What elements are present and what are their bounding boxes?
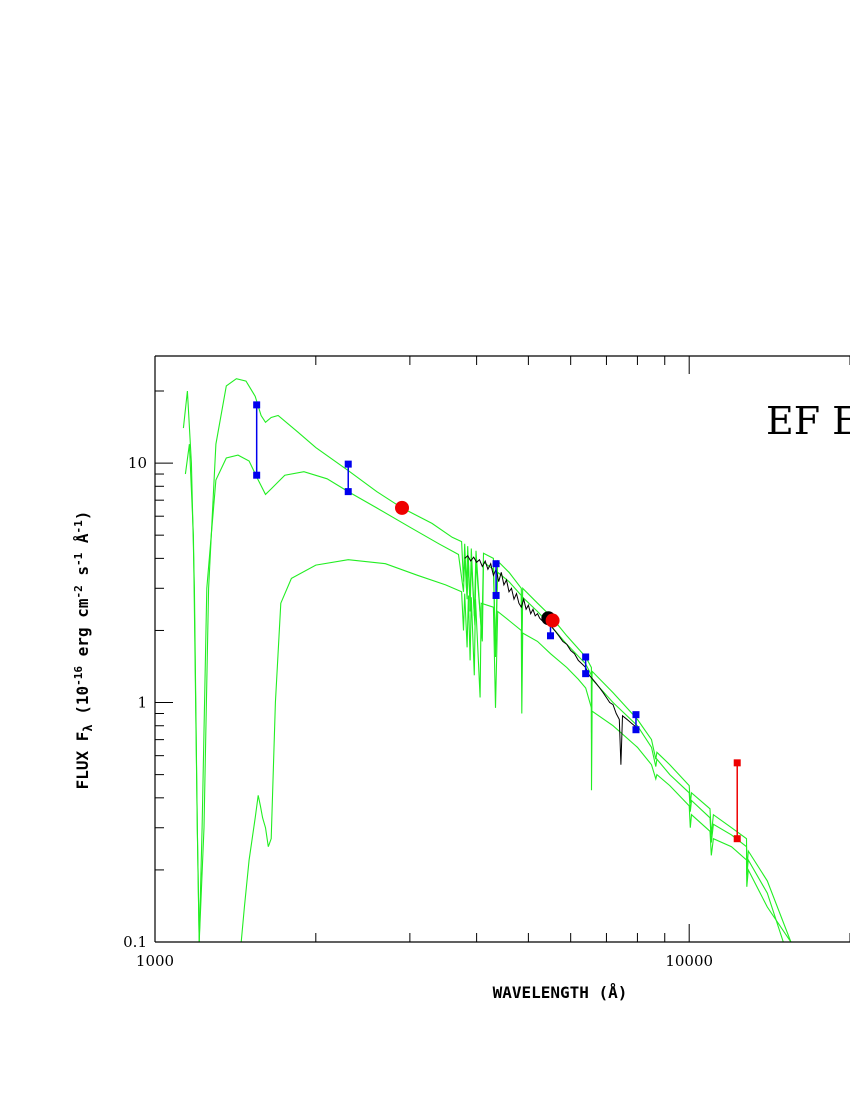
blue-bar-low-4 xyxy=(546,632,554,640)
y-tick-label-1: 1 xyxy=(137,694,147,712)
x-tick-label-10000: 10000 xyxy=(665,952,713,970)
chart-title: EF E xyxy=(766,399,850,443)
y-axis-title-close: ) xyxy=(73,511,92,521)
y-tick-label-10: 10 xyxy=(128,454,147,472)
y-axis-title-exp1: -16 xyxy=(72,666,85,686)
blue-bar-high-6 xyxy=(632,711,640,719)
y-axis-title-exp2: -2 xyxy=(72,585,85,598)
blue-bar-low-2 xyxy=(344,488,352,496)
blue-bar-low-1 xyxy=(253,471,261,479)
y-axis-title-unit3: Å xyxy=(73,533,92,553)
blue-bar-high-2 xyxy=(344,460,352,468)
y-axis-title: FLUX Fλ (10-16 erg cm-2 s-1 Å-1) xyxy=(72,511,95,790)
y-axis-title-exp4: -1 xyxy=(72,520,85,534)
blue-bar-high-1 xyxy=(253,401,261,409)
observed-spectrum xyxy=(464,555,637,765)
red-bar-high-1 xyxy=(733,759,741,767)
y-axis-title-sub: λ xyxy=(81,724,95,731)
model-curve-3 xyxy=(240,559,792,942)
blue-bar-high-3 xyxy=(492,560,500,568)
y-axis-title-exp3: -1 xyxy=(72,552,85,566)
x-tick-label-1000: 1000 xyxy=(136,952,174,970)
y-axis-title-prefix: FLUX F xyxy=(73,732,92,790)
y-axis-title-unit2: s xyxy=(73,566,92,585)
blue-bar-low-5 xyxy=(582,670,590,678)
red-bar-low-1 xyxy=(733,835,741,843)
x-axis-title: WAVELENGTH (Å) xyxy=(493,983,628,1002)
blue-bar-low-6 xyxy=(632,726,640,734)
model-curve-2 xyxy=(184,444,784,942)
y-axis-title-unit1: erg cm xyxy=(73,598,92,666)
blue-bar-high-5 xyxy=(582,653,590,661)
y-axis-title-paren: (10 xyxy=(73,686,92,725)
red-point-2 xyxy=(545,613,560,628)
red-point-1 xyxy=(395,500,410,515)
model-curve-1 xyxy=(182,378,792,942)
blue-bar-low-3 xyxy=(492,591,500,599)
y-tick-label-0.1: 0.1 xyxy=(123,933,147,951)
